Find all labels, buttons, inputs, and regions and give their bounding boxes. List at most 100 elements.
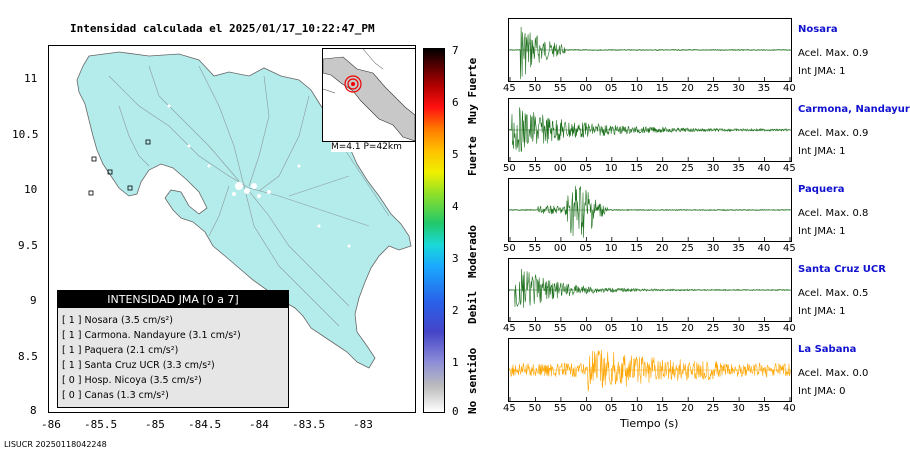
seismogram-trace <box>509 349 791 401</box>
map-xtick: -85 <box>145 418 165 431</box>
map-ytick: 9 <box>30 294 37 307</box>
legend-code: [ 1 ] <box>62 345 82 356</box>
map-ytick: 10 <box>24 183 38 196</box>
time-tick-label: 55 <box>528 163 542 174</box>
colorbar-tick: 7 <box>452 44 459 57</box>
time-tick-label: 20 <box>681 403 694 414</box>
map-ytick: 8.5 <box>18 350 38 363</box>
station-name: Carmona, Nandayure <box>798 104 910 115</box>
map-ytick: 11 <box>24 72 38 85</box>
time-tick-label: 30 <box>706 243 720 254</box>
time-tick-label: 40 <box>783 403 796 414</box>
legend-text: Paquera (2.1 cm/s²) <box>84 345 179 356</box>
seismogram-panel <box>508 98 792 162</box>
colorbar-label: Debil <box>466 290 479 324</box>
time-tick-label: 35 <box>732 163 745 174</box>
time-tick-label: 25 <box>706 323 720 334</box>
station-jma-intensity: Int JMA: 1 <box>798 226 846 237</box>
magnitude-depth-label: M=4.1 P=42km <box>331 142 402 152</box>
legend-text: Hosp. Nicoya (3.5 cm/s²) <box>84 375 202 386</box>
time-tick-label: 15 <box>655 403 669 414</box>
colorbar-label: Fuerte <box>466 136 479 176</box>
time-tick-label: 00 <box>553 243 567 254</box>
map-ytick: 9.5 <box>18 239 38 252</box>
legend-row: [ 1 ] Paquera (2.1 cm/s²) <box>58 343 288 358</box>
trace-waveform <box>509 107 791 153</box>
time-tick-label: 25 <box>706 83 720 94</box>
legend-code: [ 1 ] <box>62 330 82 341</box>
legend-text: Carmona. Nandayure (3.1 cm/s²) <box>84 330 241 341</box>
time-tick-label: 55 <box>553 83 567 94</box>
trace-waveform <box>509 349 791 392</box>
city-dots <box>167 104 351 248</box>
station-markers <box>88 139 151 196</box>
seismogram-panel <box>508 338 792 402</box>
inset-map <box>323 49 415 141</box>
trace-waveform <box>509 268 791 308</box>
map-ytick: 8 <box>30 404 37 417</box>
time-tick-label: 00 <box>579 323 593 334</box>
legend-row: [ 0 ] Canas (1.3 cm/s²) <box>58 388 288 403</box>
location-inset <box>322 48 416 142</box>
station-max-acceleration: Acel. Max. 0.8 <box>798 208 869 219</box>
time-tick-label: 35 <box>757 323 771 334</box>
time-tick-label: 00 <box>553 163 567 174</box>
colorbar-tick: 3 <box>452 252 459 265</box>
time-tick-label: 25 <box>706 403 720 414</box>
intensity-colorbar <box>423 48 445 413</box>
map-xtick: -84 <box>249 418 269 431</box>
time-tick-label: 20 <box>681 323 694 334</box>
time-tick-label: 40 <box>783 83 796 94</box>
time-tick-label: 15 <box>655 83 669 94</box>
map-title: Intensidad calculada el 2025/01/17_10:22… <box>70 22 375 35</box>
legend-text: Canas (1.3 cm/s²) <box>84 390 169 401</box>
time-tick-label: 20 <box>655 243 669 254</box>
road-network <box>108 65 390 327</box>
time-tick-label: 25 <box>681 163 694 174</box>
legend-text: Nosara (3.5 cm/s²) <box>84 315 173 326</box>
time-tick-label: 25 <box>681 243 694 254</box>
time-tick-label: 55 <box>553 403 567 414</box>
time-tick-label: 10 <box>630 403 643 414</box>
seismogram-panel <box>508 258 792 322</box>
map-xtick: -85.5 <box>84 418 118 431</box>
legend-code: [ 0 ] <box>62 390 82 401</box>
colorbar-tick: 1 <box>452 356 459 369</box>
time-tick-label: 10 <box>630 323 643 334</box>
time-tick-label: 10 <box>630 83 643 94</box>
time-tick-label: 30 <box>706 163 720 174</box>
seismogram-trace <box>509 268 791 321</box>
map-xtick: -83 <box>353 418 373 431</box>
time-tick-label: 35 <box>732 243 745 254</box>
legend-title: INTENSIDAD JMA [0 a 7] <box>58 291 288 308</box>
intensity-legend: INTENSIDAD JMA [0 a 7] [ 1 ] Nosara (3.5… <box>57 290 289 408</box>
legend-text: Santa Cruz UCR (3.3 cm/s²) <box>84 360 215 371</box>
time-tick-label: 55 <box>553 323 567 334</box>
trace-waveform <box>509 26 791 80</box>
time-tick-label: 15 <box>655 323 669 334</box>
time-tick-label: 30 <box>732 323 745 334</box>
time-tick-label: 55 <box>528 243 542 254</box>
time-tick-label: 50 <box>528 323 542 334</box>
time-tick-label: 20 <box>681 83 694 94</box>
station-max-acceleration: Acel. Max. 0.5 <box>798 288 869 299</box>
legend-row: [ 1 ] Nosara (3.5 cm/s²) <box>58 313 288 328</box>
time-tick-label: 15 <box>630 243 643 254</box>
time-tick-label: 40 <box>783 323 796 334</box>
map-ytick: 10.5 <box>12 128 39 141</box>
station-name: La Sabana <box>798 344 857 355</box>
colorbar-label: Moderado <box>466 225 479 278</box>
station-name: Paquera <box>798 184 845 195</box>
station-max-acceleration: Acel. Max. 0.9 <box>798 128 869 139</box>
map-xtick: -86 <box>41 418 61 431</box>
time-tick-label: 00 <box>579 403 593 414</box>
station-jma-intensity: Int JMA: 1 <box>798 306 846 317</box>
time-tick-label: 20 <box>655 163 669 174</box>
time-tick-label: 00 <box>579 83 593 94</box>
time-tick-label: 15 <box>630 163 643 174</box>
time-tick-label: 45 <box>503 83 516 94</box>
time-tick-label: 50 <box>503 243 516 254</box>
seismogram-panel <box>508 178 792 242</box>
colorbar-tick: 4 <box>452 200 459 213</box>
colorbar-tick: 5 <box>452 148 459 161</box>
